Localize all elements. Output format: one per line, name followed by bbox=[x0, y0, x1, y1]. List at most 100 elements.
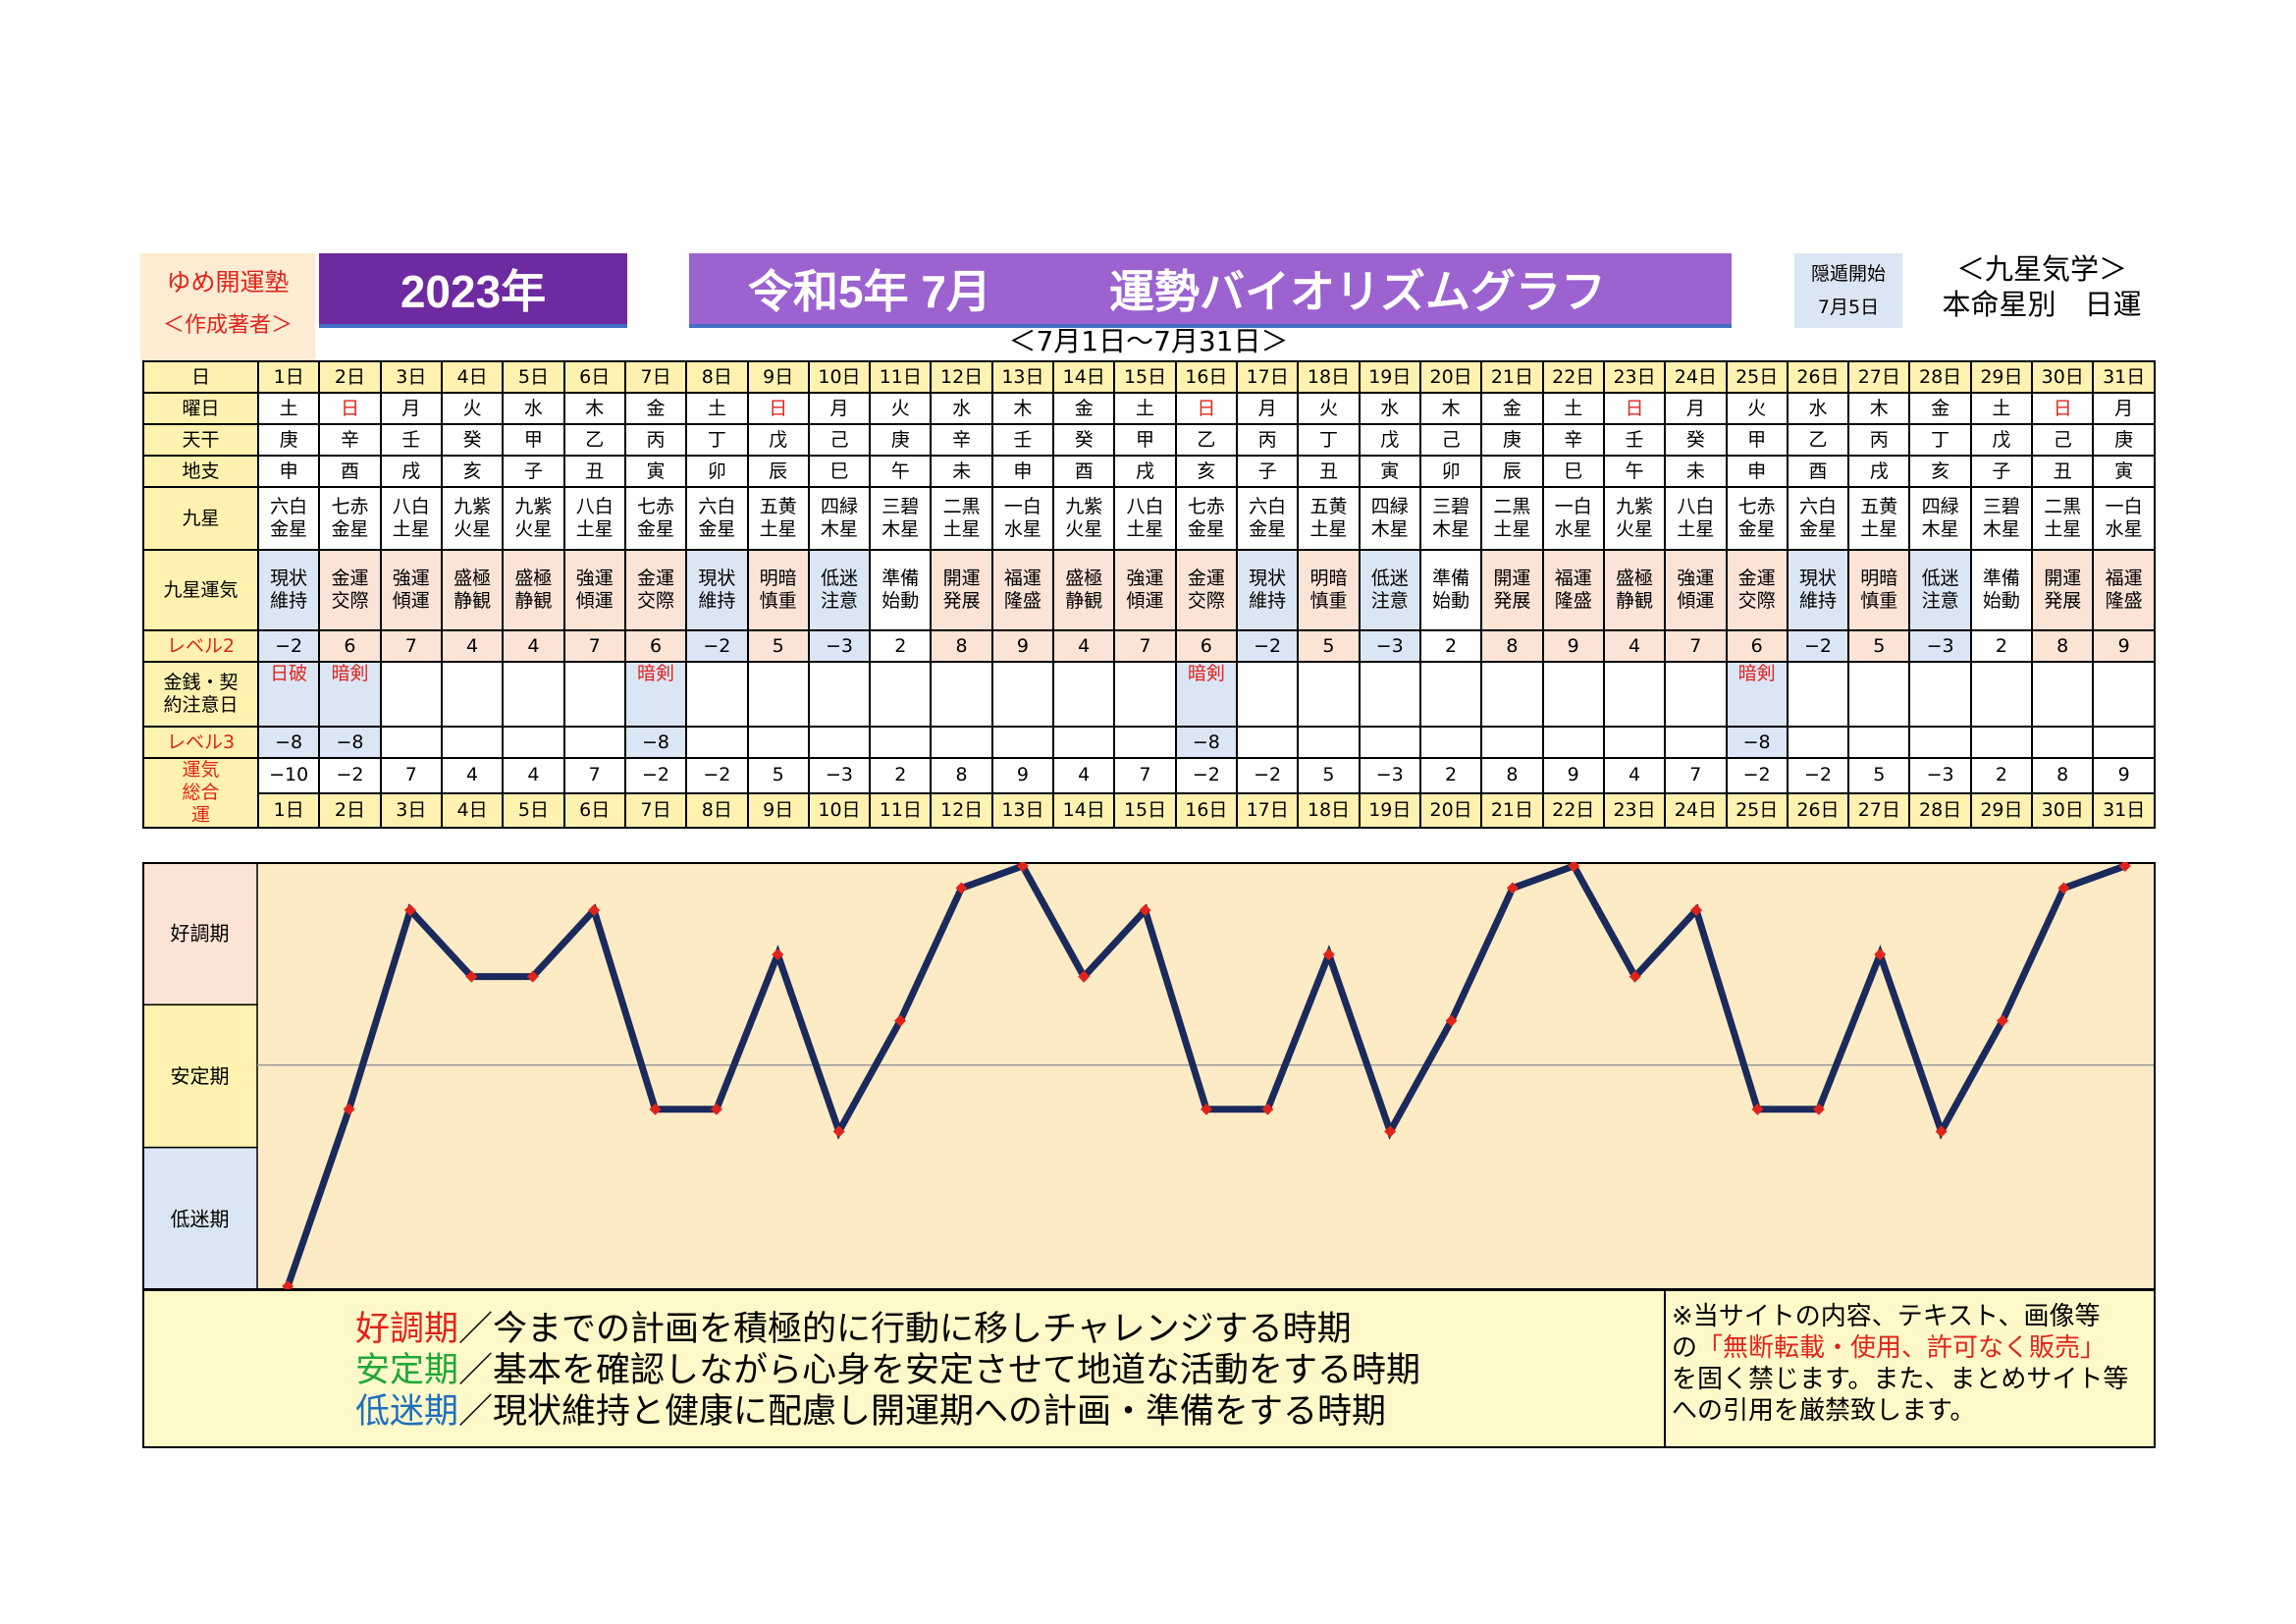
weekdays-cell: 日 bbox=[2031, 392, 2095, 425]
notice-line4: への引用を厳禁致します。 bbox=[1672, 1396, 1976, 1426]
level3-cell bbox=[1358, 726, 1421, 759]
weekdays-cell: 木 bbox=[1418, 392, 1483, 425]
total-cell: −2 bbox=[623, 757, 688, 794]
kyusei-line1: ＜九星気学＞ bbox=[1955, 252, 2127, 286]
table-row-money: 金銭・契約注意日 日破 暗剣 暗剣 暗剣 暗剣 bbox=[142, 661, 2156, 728]
total-cell: −3 bbox=[1358, 757, 1421, 794]
star_luck-cell: 現状維持 bbox=[685, 549, 749, 631]
branches-cell: 寅 bbox=[623, 455, 688, 488]
data-point bbox=[710, 1103, 722, 1115]
stems-cell: 甲 bbox=[502, 423, 565, 457]
biorhythm-chart: 好調期 安定期 低迷期 bbox=[141, 860, 2156, 1292]
money-cell bbox=[562, 661, 626, 728]
stems-cell: 乙 bbox=[562, 423, 626, 457]
stars-cell: 八白土星 bbox=[562, 486, 626, 551]
star_luck-cell: 福運隆盛 bbox=[2092, 549, 2156, 631]
level2-cell: 4 bbox=[502, 629, 565, 663]
level3-cell bbox=[1052, 726, 1116, 759]
row-label-star_luck: 九星運気 bbox=[142, 549, 259, 631]
row-label-money: 金銭・契約注意日 bbox=[142, 661, 259, 728]
weekdays-cell: 金 bbox=[1908, 392, 1972, 425]
level3-cell bbox=[990, 726, 1055, 759]
stars-cell: 二黒土星 bbox=[930, 486, 993, 551]
data-point bbox=[1506, 882, 1519, 894]
branches-cell: 酉 bbox=[318, 455, 382, 488]
level3-cell bbox=[1602, 726, 1667, 759]
row-label-weekday: 曜日 bbox=[142, 392, 259, 425]
money-cell bbox=[1908, 661, 1972, 728]
days2-cell: 30日 bbox=[2031, 791, 2095, 829]
total-cell: 7 bbox=[1113, 757, 1177, 794]
star_luck-cell: 強運傾運 bbox=[379, 549, 443, 631]
branches-cell: 酉 bbox=[1786, 455, 1850, 488]
stars-cell: 三碧木星 bbox=[869, 486, 933, 551]
row-label-day: 日 bbox=[142, 360, 259, 394]
level2-cell: 7 bbox=[379, 629, 443, 663]
hidden-start-label: 隠遁開始 bbox=[1810, 263, 1886, 285]
money-cell bbox=[1541, 661, 1605, 728]
money-cell bbox=[746, 661, 810, 728]
notice-line2b: 「無断転載・使用、許可なく販売」 bbox=[1697, 1333, 2107, 1363]
data-point bbox=[1997, 1014, 2009, 1027]
level2-cell: 9 bbox=[990, 629, 1055, 663]
days2-cell: 21日 bbox=[1480, 791, 1544, 829]
money-cell bbox=[1052, 661, 1116, 728]
star_luck-cell: 準備始動 bbox=[869, 549, 933, 631]
level2-cell: 6 bbox=[623, 629, 688, 663]
level2-cell: 8 bbox=[930, 629, 993, 663]
branches-cell: 子 bbox=[1235, 455, 1300, 488]
row-label-total: 運気総合運 bbox=[142, 757, 259, 829]
days2-cell: 5日 bbox=[502, 791, 565, 829]
weekdays-cell: 月 bbox=[379, 392, 443, 425]
total-cell: −2 bbox=[1235, 757, 1300, 794]
level3-cell: −8 bbox=[623, 726, 688, 759]
level2-cell: −2 bbox=[685, 629, 749, 663]
days-cell: 25日 bbox=[1725, 360, 1789, 394]
copyright-notice: ※当サイトの内容、テキスト、画像等 の「無断転載・使用、許可なく販売」 を固く禁… bbox=[1664, 1291, 2156, 1446]
total-cell: 4 bbox=[440, 757, 505, 794]
money-cell bbox=[1602, 661, 1667, 728]
star_luck-cell: 現状維持 bbox=[1235, 549, 1300, 631]
star_luck-cell: 低迷注意 bbox=[807, 549, 872, 631]
days-cell: 21日 bbox=[1480, 360, 1544, 394]
data-point bbox=[894, 1014, 907, 1027]
days2-cell: 29日 bbox=[1969, 791, 2034, 829]
star_luck-cell: 金運交際 bbox=[318, 549, 382, 631]
zone-good-label-bg bbox=[141, 861, 258, 1006]
weekdays-cell: 土 bbox=[685, 392, 749, 425]
data-point bbox=[1935, 1125, 1948, 1138]
stems-cell: 庚 bbox=[2092, 423, 2156, 457]
data-point bbox=[465, 970, 478, 983]
days-cell: 9日 bbox=[746, 360, 810, 394]
brand-sub: ＜作成著者＞ bbox=[162, 313, 293, 338]
level2-cell: 7 bbox=[1664, 629, 1728, 663]
level3-cell bbox=[2092, 726, 2156, 759]
stars-cell: 七赤金星 bbox=[1174, 486, 1239, 551]
stems-cell: 壬 bbox=[379, 423, 443, 457]
stems-cell: 戊 bbox=[1358, 423, 1421, 457]
days-cell: 10日 bbox=[807, 360, 872, 394]
weekdays-cell: 月 bbox=[1664, 392, 1728, 425]
hidden-start-box: 隠遁開始 7月5日 bbox=[1794, 253, 1902, 328]
level3-cell bbox=[1297, 726, 1361, 759]
star_luck-cell: 金運交際 bbox=[1174, 549, 1239, 631]
star_luck-cell: 福運隆盛 bbox=[990, 549, 1055, 631]
stems-cell: 戊 bbox=[746, 423, 810, 457]
money-cell bbox=[502, 661, 565, 728]
days-cell: 8日 bbox=[685, 360, 749, 394]
days2-cell: 2日 bbox=[318, 791, 382, 829]
days2-cell: 11日 bbox=[869, 791, 933, 829]
branches-cell: 巳 bbox=[1541, 455, 1605, 488]
days2-cell: 19日 bbox=[1358, 791, 1421, 829]
star_luck-cell: 福運隆盛 bbox=[1541, 549, 1605, 631]
data-point bbox=[1445, 1014, 1458, 1027]
days2-cell: 12日 bbox=[930, 791, 993, 829]
total-cell: 5 bbox=[746, 757, 810, 794]
table-row-days2: 1日 2日 3日 4日 5日 6日 7日 8日 9日 10日 11日 12日 13日 14日 15日 16日 1… bbox=[143, 791, 2156, 829]
branches-cell: 戌 bbox=[1113, 455, 1177, 488]
level2-cell: −3 bbox=[1358, 629, 1421, 663]
fortune-table: 日 1日 2日 3日 4日 5日 6日 7日 8日 9日 10日 11日 12日 13日 14日 15日 16日… bbox=[142, 360, 2156, 829]
days-cell: 23日 bbox=[1602, 360, 1667, 394]
level2-cell: 7 bbox=[1113, 629, 1177, 663]
title-banner: 令和5年 7月 運勢バイオリズムグラフ bbox=[689, 253, 1732, 328]
